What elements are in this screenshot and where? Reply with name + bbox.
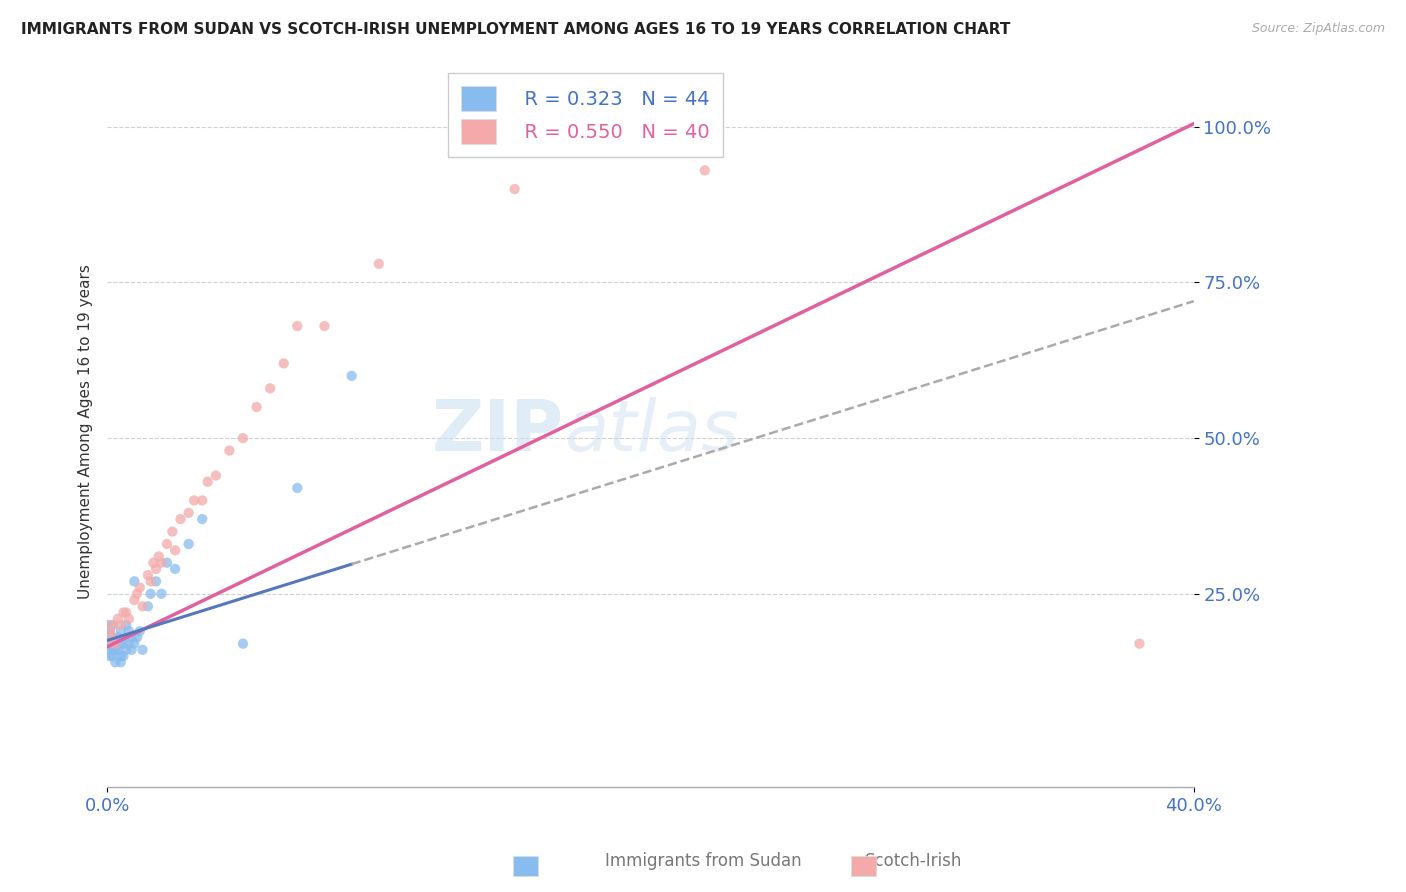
Point <box>101 631 124 645</box>
Point <box>245 400 267 414</box>
Point <box>148 549 170 564</box>
Point <box>259 381 281 395</box>
Point <box>136 599 159 614</box>
Text: Source: ZipAtlas.com: Source: ZipAtlas.com <box>1251 22 1385 36</box>
Point <box>110 618 132 632</box>
Point <box>104 637 127 651</box>
Point <box>218 443 240 458</box>
Point <box>115 606 138 620</box>
Point <box>128 581 150 595</box>
Point <box>169 512 191 526</box>
Point <box>98 649 121 664</box>
Point <box>110 649 132 664</box>
Point <box>131 599 153 614</box>
Point <box>112 649 135 664</box>
Point <box>273 356 295 370</box>
Point <box>96 624 118 639</box>
Point <box>165 543 187 558</box>
Point <box>156 556 179 570</box>
Point <box>98 624 121 639</box>
Point <box>285 481 308 495</box>
Point <box>96 631 118 645</box>
Point <box>110 637 132 651</box>
Point <box>101 631 124 645</box>
Point <box>340 368 363 383</box>
Point <box>104 655 127 669</box>
Text: Immigrants from Sudan: Immigrants from Sudan <box>605 852 801 870</box>
Point <box>107 643 129 657</box>
Point <box>145 562 167 576</box>
Point <box>150 587 173 601</box>
Point <box>124 593 146 607</box>
Point <box>110 655 132 669</box>
Point <box>232 431 254 445</box>
Point <box>131 643 153 657</box>
Text: atlas: atlas <box>564 398 738 467</box>
Point <box>162 524 184 539</box>
Point <box>232 637 254 651</box>
Point <box>121 631 143 645</box>
Point <box>165 562 187 576</box>
Point <box>693 163 716 178</box>
Point <box>112 606 135 620</box>
Point <box>115 643 138 657</box>
Point <box>118 624 141 639</box>
Point <box>367 257 389 271</box>
Point <box>314 319 336 334</box>
Point <box>104 643 127 657</box>
Point <box>156 537 179 551</box>
Point <box>107 631 129 645</box>
Point <box>177 537 200 551</box>
Point <box>150 556 173 570</box>
Point <box>107 612 129 626</box>
Point <box>139 574 162 589</box>
Point <box>96 637 118 651</box>
Point <box>101 643 124 657</box>
Point <box>124 574 146 589</box>
Point <box>128 624 150 639</box>
Legend:   R = 0.323   N = 44,   R = 0.550   N = 40: R = 0.323 N = 44, R = 0.550 N = 40 <box>447 72 723 158</box>
Point <box>121 643 143 657</box>
Point <box>98 637 121 651</box>
Point <box>125 631 148 645</box>
Text: Scotch-Irish: Scotch-Irish <box>865 852 963 870</box>
Point <box>503 182 526 196</box>
Point <box>177 506 200 520</box>
Point <box>285 319 308 334</box>
Point <box>197 475 219 489</box>
Point <box>204 468 226 483</box>
Point <box>139 587 162 601</box>
Text: ZIP: ZIP <box>432 398 564 467</box>
Point <box>136 568 159 582</box>
Point <box>96 618 118 632</box>
Point <box>124 637 146 651</box>
Point <box>145 574 167 589</box>
Point <box>112 637 135 651</box>
Point <box>1128 637 1150 651</box>
Point <box>191 512 214 526</box>
Point <box>125 587 148 601</box>
Text: IMMIGRANTS FROM SUDAN VS SCOTCH-IRISH UNEMPLOYMENT AMONG AGES 16 TO 19 YEARS COR: IMMIGRANTS FROM SUDAN VS SCOTCH-IRISH UN… <box>21 22 1011 37</box>
Point <box>101 618 124 632</box>
Point <box>118 637 141 651</box>
Point <box>110 624 132 639</box>
Point <box>183 493 205 508</box>
Point <box>118 612 141 626</box>
Point <box>104 637 127 651</box>
Point <box>142 556 165 570</box>
Y-axis label: Unemployment Among Ages 16 to 19 years: Unemployment Among Ages 16 to 19 years <box>79 265 93 599</box>
Point <box>101 649 124 664</box>
Point <box>98 624 121 639</box>
Point <box>96 643 118 657</box>
Point <box>191 493 214 508</box>
Point <box>101 618 124 632</box>
Point <box>115 618 138 632</box>
